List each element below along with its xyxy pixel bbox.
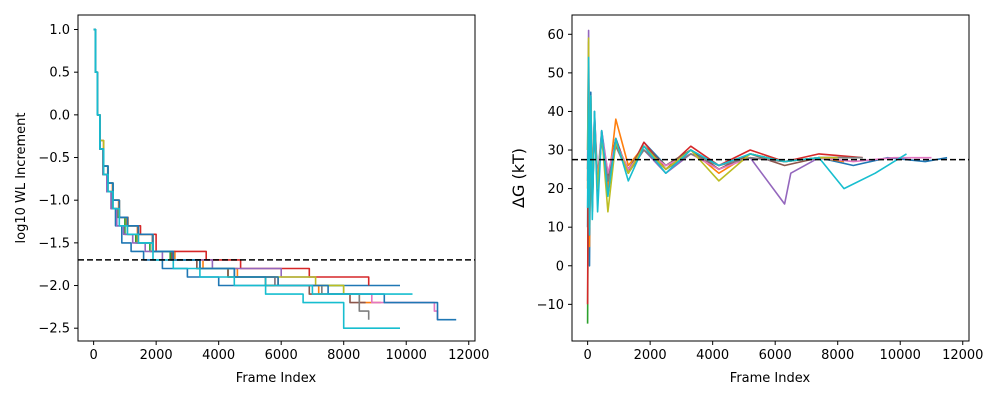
right-x-tick-label: 0 bbox=[583, 348, 591, 363]
right-y-axis-label: ΔG (kT) bbox=[509, 148, 528, 208]
left-series-line-12 bbox=[93, 28, 413, 295]
right-y-tick-label: 50 bbox=[547, 66, 564, 81]
left-y-tick-label: −1.5 bbox=[38, 236, 70, 251]
right-x-tick-label: 12000 bbox=[942, 348, 983, 363]
right-series-line-6 bbox=[586, 64, 860, 221]
right-x-tick-label: 8000 bbox=[821, 348, 854, 363]
left-series-group bbox=[93, 28, 457, 329]
left-series-line-7 bbox=[93, 28, 439, 320]
right-series-line-8 bbox=[586, 83, 863, 217]
right-y-tick-label: 20 bbox=[547, 182, 564, 197]
left-series-line-6 bbox=[93, 28, 366, 304]
right-x-axis-label: Frame Index bbox=[730, 371, 811, 386]
left-y-tick-label: −0.5 bbox=[38, 151, 70, 166]
left-series-line-11 bbox=[93, 28, 457, 321]
right-series-group bbox=[586, 29, 948, 324]
left-y-tick-label: 0.5 bbox=[49, 66, 70, 81]
left-x-tick-label: 12000 bbox=[448, 348, 489, 363]
right-x-tick-label: 6000 bbox=[759, 348, 792, 363]
left-y-tick-label: 1.0 bbox=[49, 23, 70, 38]
left-series-line-8 bbox=[93, 28, 370, 320]
left-x-tick-label: 6000 bbox=[265, 348, 298, 363]
left-x-axis-label: Frame Index bbox=[236, 371, 317, 386]
left-y-tick-label: −2.0 bbox=[38, 279, 70, 294]
right-y-tick-label: 60 bbox=[547, 28, 564, 43]
right-series-line-5 bbox=[586, 29, 820, 209]
right-series-line-7 bbox=[586, 79, 932, 213]
right-y-tick-label: 0 bbox=[556, 259, 564, 274]
right-y-tick-label: 10 bbox=[547, 221, 564, 236]
right-y-tick-label: −10 bbox=[537, 298, 564, 313]
right-series-line-9 bbox=[586, 37, 838, 228]
left-series-line-4 bbox=[93, 28, 370, 286]
left-x-tick-label: 8000 bbox=[327, 348, 360, 363]
right-x-tick-label: 2000 bbox=[634, 348, 667, 363]
left-series-line-9 bbox=[93, 28, 345, 295]
right-series-line-10 bbox=[586, 56, 907, 236]
left-series-line-10 bbox=[93, 28, 400, 329]
right-x-tick-label: 4000 bbox=[696, 348, 729, 363]
left-series-line-3 bbox=[93, 28, 354, 295]
left-x-tick-label: 10000 bbox=[386, 348, 427, 363]
right-series-line-3 bbox=[586, 91, 848, 324]
left-series-line-1 bbox=[93, 28, 400, 287]
right-plot-frame bbox=[571, 14, 970, 342]
right-x-tick-label: 10000 bbox=[880, 348, 921, 363]
right-y-tick-label: 30 bbox=[547, 144, 564, 159]
right-y-tick-label: 40 bbox=[547, 105, 564, 120]
left-series-line-2 bbox=[93, 28, 382, 304]
left-x-tick-label: 0 bbox=[89, 348, 97, 363]
right-series-line-4 bbox=[586, 72, 863, 305]
left-y-tick-label: −1.0 bbox=[38, 194, 70, 209]
left-y-tick-label: −2.5 bbox=[38, 322, 70, 337]
left-y-axis-label: log10 WL Increment bbox=[14, 113, 29, 244]
left-series-line-5 bbox=[93, 28, 316, 278]
left-y-tick-label: 0.0 bbox=[49, 108, 70, 123]
right-series-line-2 bbox=[586, 41, 845, 248]
left-x-tick-label: 4000 bbox=[202, 348, 235, 363]
left-x-tick-label: 2000 bbox=[140, 348, 173, 363]
left-plot-frame bbox=[77, 14, 476, 342]
